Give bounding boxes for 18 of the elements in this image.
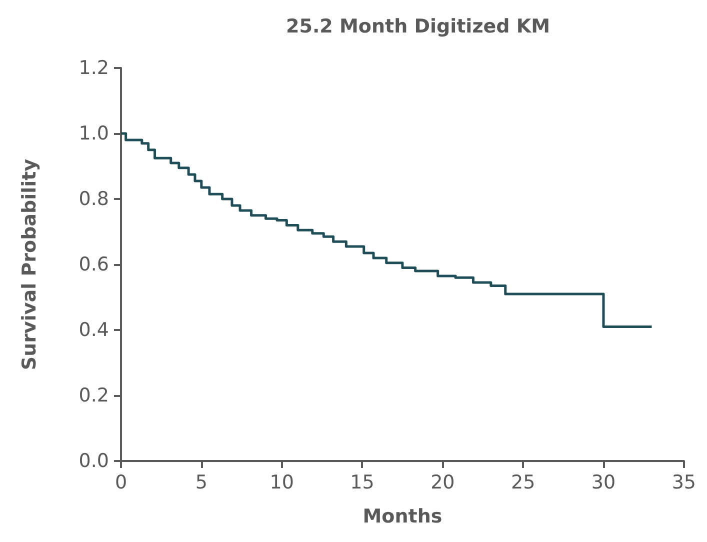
- x-tick-label: 15: [350, 472, 374, 494]
- x-tick-label: 0: [114, 472, 128, 494]
- x-tick-label: 25: [510, 472, 536, 494]
- y-tick-label: 0.0: [78, 450, 109, 472]
- x-tick-label: 35: [672, 472, 696, 494]
- x-tick-label: 5: [195, 472, 208, 494]
- y-tick-label: 1.2: [78, 57, 109, 79]
- x-tick-label: 10: [270, 472, 294, 494]
- y-tick-label: 0.2: [78, 384, 109, 406]
- y-tick-label: 0.6: [78, 254, 109, 276]
- y-tick-label: 0.8: [78, 188, 109, 210]
- y-axis-title: Survival Probability: [18, 158, 40, 370]
- x-tick-label: 30: [591, 472, 616, 494]
- y-tick-label: 1.0: [78, 122, 109, 144]
- chart-title: 25.2 Month Digitized KM: [286, 16, 550, 38]
- x-axis-title: Months: [362, 506, 442, 528]
- x-tick-label: 20: [430, 472, 455, 494]
- y-tick-label: 0.4: [78, 319, 109, 341]
